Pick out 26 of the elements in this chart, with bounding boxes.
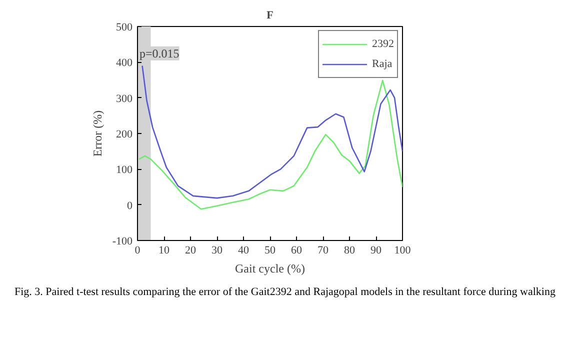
- y-axis-title: Error (%): [90, 110, 104, 157]
- y-tick-label: -100: [112, 236, 133, 248]
- x-tick-label: 70: [318, 244, 329, 256]
- line-series: [138, 80, 402, 210]
- band-label: p=0.015: [140, 46, 180, 60]
- chart-title: F: [266, 10, 274, 22]
- y-tick-label: 0: [127, 200, 133, 212]
- x-tick-label: 60: [291, 244, 302, 256]
- x-tick-label: 10: [158, 244, 170, 256]
- x-tick-label: 40: [238, 244, 250, 256]
- x-tick-label: 30: [212, 244, 223, 256]
- x-tick-label: 100: [394, 244, 412, 256]
- y-tick-label: 200: [116, 128, 133, 140]
- x-tick-label: 50: [264, 244, 276, 256]
- caption: Fig. 3. Paired t-test results comparing the error of the Gait2392 and Rajagopal models in the resultant force during walking: [14, 285, 556, 300]
- x-tick-label: 80: [344, 244, 356, 256]
- y-tick-label: 400: [116, 57, 133, 70]
- y-tick-label: 100: [116, 164, 133, 176]
- legend-label: 2392: [372, 38, 394, 50]
- x-tick-label: 90: [370, 244, 382, 256]
- y-tick-label: 500: [116, 22, 133, 34]
- x-tick-label: 0: [134, 244, 141, 256]
- x-tick-label: 20: [185, 244, 196, 256]
- legend-label: Raja: [372, 58, 392, 70]
- x-axis-title: Gait cycle (%): [235, 262, 305, 276]
- y-tick-label: 300: [116, 92, 133, 105]
